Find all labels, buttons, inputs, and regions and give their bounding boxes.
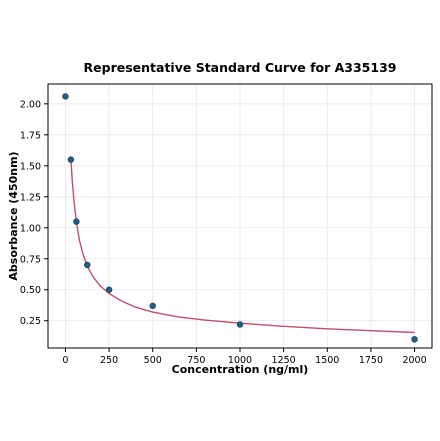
fit-curve-layer bbox=[70, 159, 415, 334]
y-tick-label: 0.75 bbox=[20, 254, 41, 265]
x-tick-label: 0 bbox=[62, 355, 68, 366]
data-point bbox=[84, 261, 91, 269]
x-tick-label: 750 bbox=[187, 355, 205, 366]
y-axis-label: Absorbance (450nm) bbox=[7, 151, 20, 280]
x-tick-label: 1000 bbox=[228, 355, 252, 366]
x-tick-label: 250 bbox=[100, 355, 118, 366]
data-point bbox=[236, 321, 244, 328]
data-point bbox=[411, 336, 418, 343]
x-tick-label: 1500 bbox=[315, 355, 339, 366]
x-tick-label: 1750 bbox=[359, 355, 383, 366]
data-point bbox=[105, 286, 113, 293]
chart-title: Representative Standard Curve for A33513… bbox=[84, 60, 397, 75]
y-tick-label: 1.75 bbox=[20, 130, 41, 141]
x-tick-label: 2000 bbox=[402, 355, 426, 366]
x-axis-label: Concentration (ng/ml) bbox=[172, 363, 309, 376]
y-tick-label: 1.00 bbox=[20, 223, 41, 234]
data-point bbox=[62, 93, 69, 100]
fit-curve-line bbox=[70, 159, 415, 334]
x-axis-ticks: 0 250 500 750 1000 1250 1500 1750 2000 bbox=[62, 348, 427, 366]
data-point bbox=[73, 218, 80, 225]
data-point bbox=[149, 302, 156, 310]
grid bbox=[48, 84, 432, 348]
y-tick-label: 0.50 bbox=[20, 285, 41, 296]
data-point bbox=[67, 156, 75, 163]
data-points-layer bbox=[62, 93, 418, 343]
x-tick-label: 1250 bbox=[272, 355, 296, 366]
y-tick-label: 1.25 bbox=[20, 192, 41, 203]
y-tick-label: 0.25 bbox=[20, 316, 41, 327]
y-tick-label: 1.50 bbox=[20, 161, 41, 172]
x-tick-label: 500 bbox=[144, 355, 162, 366]
y-axis-ticks: 0.25 0.50 0.75 1.00 1.25 1.50 1.75 2.00 bbox=[20, 99, 48, 327]
y-tick-label: 2.00 bbox=[20, 99, 41, 110]
